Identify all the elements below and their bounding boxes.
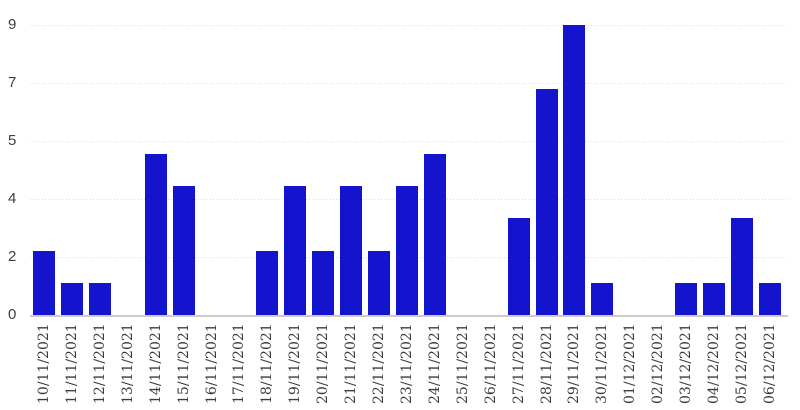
bar-06-12-2021	[758, 282, 781, 315]
x-tick-label: 12/11/2021	[91, 323, 108, 404]
x-tick-label: 13/11/2021	[119, 323, 136, 404]
bar-12-11-2021	[88, 282, 111, 315]
x-tick-label: 21/11/2021	[343, 323, 360, 404]
bar-28-11-2021	[535, 89, 558, 315]
x-tick-label: 10/11/2021	[36, 323, 52, 404]
y-tick-label: 7	[8, 74, 17, 91]
x-tick-label: 04/12/2021	[706, 323, 723, 404]
bar-18-11-2021	[256, 250, 279, 315]
x-tick-label: 17/11/2021	[231, 323, 248, 404]
x-tick-label: 06/12/2021	[761, 323, 778, 404]
x-tick-label: 24/11/2021	[426, 323, 443, 404]
y-tick-label: 2	[8, 248, 17, 265]
gridline	[30, 141, 788, 142]
bar-27-11-2021	[507, 218, 530, 315]
bar-03-12-2021	[675, 282, 698, 315]
gridline	[30, 83, 788, 84]
y-tick-label: 0	[8, 306, 17, 323]
x-tick-label: 01/12/2021	[622, 323, 639, 404]
x-tick-label: 11/11/2021	[63, 323, 80, 404]
x-tick-label: 19/11/2021	[287, 323, 304, 404]
bar-19-11-2021	[284, 186, 307, 315]
bar-24-11-2021	[423, 153, 446, 315]
bar-22-11-2021	[368, 250, 391, 315]
x-tick-label: 23/11/2021	[398, 323, 415, 404]
x-tick-label: 30/11/2021	[594, 323, 611, 404]
x-tick-label: 14/11/2021	[147, 323, 164, 404]
x-tick-label: 28/11/2021	[538, 323, 555, 404]
x-tick-label: 18/11/2021	[259, 323, 276, 404]
x-tick-label: 25/11/2021	[454, 323, 471, 404]
x-tick-label: 03/12/2021	[678, 323, 695, 404]
y-tick-label: 9	[8, 16, 17, 33]
x-axis-line	[30, 315, 788, 317]
x-tick-label: 15/11/2021	[175, 323, 192, 404]
y-tick-label: 4	[8, 190, 17, 207]
bar-30-11-2021	[591, 282, 614, 315]
bar-14-11-2021	[144, 153, 167, 315]
bar-20-11-2021	[312, 250, 335, 315]
x-tick-label: 22/11/2021	[371, 323, 388, 404]
bar-15-11-2021	[172, 186, 195, 315]
x-tick-label: 26/11/2021	[482, 323, 499, 404]
x-tick-label: 02/12/2021	[650, 323, 667, 404]
x-tick-label: 27/11/2021	[510, 323, 527, 404]
bar-10-11-2021	[33, 250, 55, 315]
bar-23-11-2021	[395, 186, 418, 315]
bar-04-12-2021	[703, 282, 726, 315]
bar-11-11-2021	[60, 282, 83, 315]
x-tick-label: 20/11/2021	[315, 323, 332, 404]
x-tick-label: 29/11/2021	[566, 323, 583, 404]
bar-29-11-2021	[563, 25, 586, 315]
gridline	[30, 25, 788, 26]
bar-05-12-2021	[731, 218, 753, 315]
bar-21-11-2021	[340, 186, 363, 315]
y-tick-label: 5	[8, 132, 17, 149]
x-tick-label: 16/11/2021	[203, 323, 220, 404]
x-tick-label: 05/12/2021	[734, 323, 750, 404]
